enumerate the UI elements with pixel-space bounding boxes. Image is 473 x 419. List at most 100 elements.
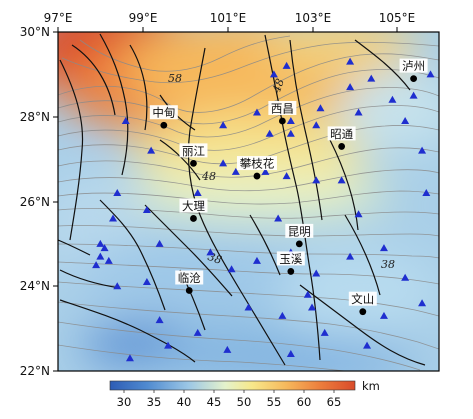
- station-triangle: [354, 108, 363, 116]
- city-dot: [287, 268, 295, 275]
- city-label-box: [348, 291, 377, 306]
- station-triangle: [426, 70, 435, 78]
- city-label-box: [179, 198, 208, 213]
- city-dot: [185, 287, 193, 294]
- contour-label: 38: [381, 258, 395, 271]
- city-marker: 昭通: [327, 126, 356, 150]
- city-dot: [160, 121, 168, 129]
- colorbar-tick-label: 40: [177, 395, 192, 409]
- contour-label: 48: [270, 77, 287, 96]
- station-triangle: [100, 244, 109, 252]
- city-label-box: [179, 143, 208, 158]
- station-triangle: [286, 129, 295, 137]
- lat-tick-label: 28°N: [20, 110, 50, 124]
- city-label-box: [276, 251, 305, 266]
- station-triangle: [261, 167, 270, 175]
- city-dot: [359, 308, 367, 316]
- station-triangle: [316, 104, 325, 112]
- fault-lines: [58, 33, 426, 366]
- colorbar-ticks: [123, 390, 335, 393]
- city-label: 文山: [351, 292, 374, 306]
- station-triangle: [388, 95, 397, 103]
- station-triangle: [104, 256, 113, 264]
- station-triangle: [125, 354, 134, 362]
- colorbar: 30 35 40 45 50 55 60 65 km: [109, 379, 380, 409]
- station-triangle: [303, 290, 312, 298]
- station-triangle: [286, 116, 295, 124]
- city-marker: 丽江: [179, 143, 208, 167]
- station-triangle: [96, 239, 105, 247]
- colorbar-tick-label: 30: [117, 395, 132, 409]
- station-triangle: [142, 205, 151, 213]
- station-triangle: [312, 176, 321, 184]
- city-label: 临沧: [178, 271, 201, 285]
- station-triangle: [155, 316, 164, 324]
- station-triangle: [346, 57, 355, 65]
- city-label: 丽江: [182, 144, 205, 158]
- city-label-box: [149, 105, 178, 120]
- station-triangle: [282, 61, 291, 69]
- station-triangle: [147, 146, 156, 154]
- station-triangle: [252, 108, 261, 116]
- seismic-stations: [92, 57, 435, 362]
- contour-lines: [58, 35, 439, 371]
- city-label-box: [268, 100, 297, 115]
- city-marker: 玉溪: [276, 251, 305, 275]
- station-triangle: [363, 341, 372, 349]
- station-triangle: [312, 121, 321, 129]
- city-marker: 西昌: [268, 100, 297, 125]
- lon-tick-label: 101°E: [210, 11, 247, 25]
- city-label: 昭通: [330, 127, 353, 141]
- city-marker: 昆明: [285, 223, 314, 248]
- city-marker: 大理: [179, 198, 208, 222]
- station-triangle: [142, 278, 151, 286]
- station-triangle: [278, 311, 287, 319]
- station-triangle: [418, 299, 427, 307]
- city-dot: [253, 172, 261, 180]
- city-dot: [338, 143, 346, 150]
- colorbar-tick-label: 65: [327, 395, 342, 409]
- contour-label: 48: [201, 170, 216, 183]
- city-marker: 泸州: [399, 58, 428, 83]
- station-triangle: [269, 70, 278, 78]
- lon-tick-labels: 97°E 99°E 101°E 103°E 105°E: [44, 11, 416, 25]
- colorbar-tick-label: 35: [147, 395, 162, 409]
- city-label: 攀枝花: [240, 157, 275, 171]
- station-triangle: [155, 239, 164, 247]
- station-triangle: [244, 303, 253, 311]
- lon-tick-label: 97°E: [44, 11, 73, 25]
- lat-tick-labels: 30°N 28°N 26°N 24°N 22°N: [20, 25, 50, 378]
- lat-tick-label: 22°N: [20, 364, 50, 378]
- station-triangle: [346, 252, 355, 260]
- station-triangle: [274, 214, 283, 222]
- station-triangle: [367, 74, 376, 82]
- lat-tick-label: 26°N: [20, 195, 50, 209]
- lon-tick-label: 105°E: [379, 11, 416, 25]
- city-label-box: [285, 223, 314, 238]
- city-dot: [190, 215, 197, 222]
- lon-tick-label: 103°E: [295, 11, 332, 25]
- city-marker: 临沧: [175, 270, 204, 294]
- city-label-box: [175, 270, 204, 285]
- station-triangle: [121, 116, 130, 124]
- station-triangle: [193, 189, 202, 197]
- station-triangle: [379, 244, 388, 252]
- station-triangle: [337, 176, 346, 184]
- city-marker: 中甸: [149, 105, 178, 129]
- city-marker: 攀枝花: [236, 156, 277, 180]
- station-triangle: [401, 273, 410, 281]
- station-triangle: [113, 282, 122, 290]
- city-label-box: [327, 126, 356, 141]
- station-triangle: [346, 83, 355, 91]
- colorbar-unit: km: [362, 379, 380, 393]
- colorbar-tick-label: 45: [207, 395, 222, 409]
- station-triangle: [206, 248, 215, 256]
- colorbar-gradient: [109, 380, 356, 391]
- station-triangle: [96, 252, 105, 260]
- station-triangle: [354, 210, 363, 218]
- colorbar-tick-label: 55: [267, 395, 282, 409]
- station-triangle: [193, 328, 202, 336]
- city-dot: [190, 159, 197, 167]
